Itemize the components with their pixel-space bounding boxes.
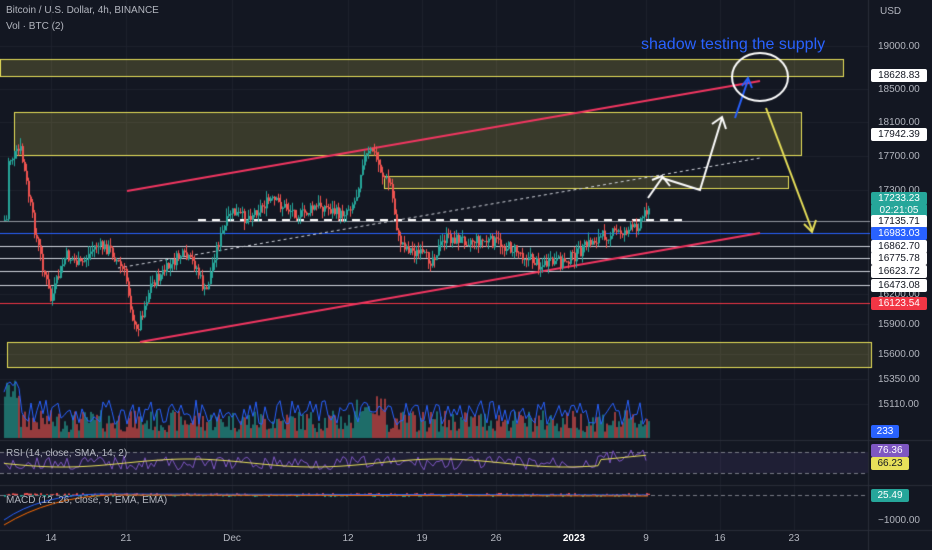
price-tick: 15600.00 (878, 349, 920, 360)
rsi-legend: RSI (14, close, SMA, 14, 2) (6, 448, 128, 459)
annotation-text: shadow testing the supply (641, 36, 826, 53)
macd-legend: MACD (12, 26, close, 9, EMA, EMA) (6, 495, 168, 506)
volume-legend: Vol · BTC (2) (6, 21, 64, 32)
price-tick: 17300.00 (878, 185, 920, 196)
price-tick: 15350.00 (878, 374, 920, 385)
time-tick: 2023 (562, 533, 586, 544)
volume-label: 233 (871, 425, 899, 438)
price-tick: 15900.00 (878, 319, 920, 330)
last-price-label: 17233.23 (871, 192, 927, 205)
price-label: 17135.71 (871, 215, 927, 228)
countdown-label: 02:21:05 (871, 204, 927, 217)
time-tick: 16 (714, 533, 726, 544)
price-tick: 16200.00 (878, 289, 920, 300)
price-label: 16983.03 (871, 227, 927, 240)
time-tick: 23 (788, 533, 800, 544)
price-label: 18628.83 (871, 69, 927, 82)
price-label: 16623.72 (871, 265, 927, 278)
macd-tick: −1000.00 (878, 515, 920, 526)
price-label: 16473.08 (871, 279, 927, 292)
price-tick: 15110.00 (878, 399, 919, 410)
time-tick: 14 (45, 533, 57, 544)
rsi-sma-value: 66.23 (871, 457, 909, 470)
currency-label: USD (880, 6, 902, 17)
price-tick: 19000.00 (878, 41, 920, 52)
time-tick: Dec (223, 533, 241, 544)
time-tick: 26 (490, 533, 502, 544)
time-tick: 21 (120, 533, 132, 544)
symbol-title: Bitcoin / U.S. Dollar, 4h, BINANCE (6, 5, 159, 16)
time-tick: 12 (342, 533, 354, 544)
price-tick: 17700.00 (878, 151, 920, 162)
price-tick: 18100.00 (878, 117, 920, 128)
price-tick: 18500.00 (878, 84, 920, 95)
price-label: 16123.54 (871, 297, 927, 310)
price-label: 16775.78 (871, 252, 927, 265)
time-tick: 19 (416, 533, 428, 544)
rsi-value: 76.36 (871, 444, 909, 457)
time-tick: 9 (643, 533, 649, 544)
price-label: 17942.39 (871, 128, 927, 141)
price-label: 16862.70 (871, 240, 927, 253)
macd-value: 25.49 (871, 489, 909, 502)
